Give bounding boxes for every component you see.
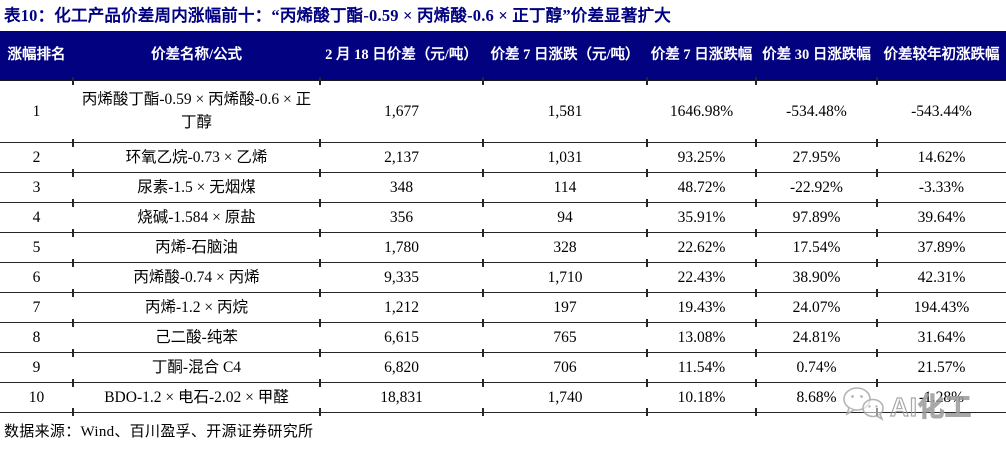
table-row: 5 丙烯-石脑油 1,780 328 22.62% 17.54% 37.89% [0, 228, 1006, 264]
cell-price: 1,677 [319, 76, 483, 144]
cell-name: 丁酮-混合 C4 [72, 348, 320, 384]
cell-pct30: 27.95% [755, 138, 877, 174]
table-row: 6 丙烯酸-0.74 × 丙烯 9,335 1,710 22.43% 38.90… [0, 258, 1006, 294]
cell-rank: 3 [0, 172, 73, 204]
cell-pctytd: 194.43% [876, 288, 1006, 324]
table-row: 3 尿素-1.5 × 无烟煤 348 114 48.72% -22.92% -3… [0, 168, 1006, 204]
cell-pct30: 38.90% [755, 258, 877, 294]
cell-pctytd: 42.31% [876, 258, 1006, 294]
cell-change: 94 [482, 198, 647, 234]
cell-change: 328 [482, 228, 647, 264]
table-row: 8 己二酸-纯苯 6,615 765 13.08% 24.81% 31.64% [0, 318, 1006, 354]
cell-price: 2,137 [319, 138, 483, 174]
cell-pct7: 48.72% [646, 168, 756, 204]
table-row: 7 丙烯-1.2 × 丙烷 1,212 197 19.43% 24.07% 19… [0, 288, 1006, 324]
cell-name: 丙烯酸丁酯-0.59 × 丙烯酸-0.6 × 正丁醇 [72, 76, 320, 144]
cell-name: 丙烯酸-0.74 × 丙烯 [72, 258, 320, 294]
cell-price: 18,831 [319, 378, 483, 416]
cell-name: 丙烯-1.2 × 丙烷 [72, 288, 320, 324]
column-header-pct-7d: 价差 7 日涨跌幅 [647, 30, 756, 82]
cell-price: 1,780 [319, 228, 483, 264]
cell-change: 1,710 [482, 258, 647, 294]
cell-pct7: 93.25% [646, 138, 756, 174]
table-row: 10 BDO-1.2 × 电石-2.02 × 甲醛 18,831 1,740 1… [0, 378, 1006, 416]
cell-name: BDO-1.2 × 电石-2.02 × 甲醛 [72, 378, 320, 416]
cell-rank: 4 [0, 202, 73, 234]
cell-pctytd: 21.57% [876, 348, 1006, 384]
cell-rank: 7 [0, 292, 73, 324]
cell-rank: 9 [0, 352, 73, 384]
cell-pct30: 0.74% [755, 348, 877, 384]
column-header-change-7d: 价差 7 日涨跌（元/吨） [483, 30, 647, 82]
cell-rank: 2 [0, 142, 73, 174]
column-header-pct-30d: 价差 30 日涨跌幅 [756, 30, 877, 82]
cell-pct30: 97.89% [755, 198, 877, 234]
cell-pct7: 10.18% [646, 378, 756, 416]
cell-change: 1,031 [482, 138, 647, 174]
cell-name: 己二酸-纯苯 [72, 318, 320, 354]
cell-rank: 5 [0, 232, 73, 264]
cell-pctytd: 14.62% [876, 138, 1006, 174]
cell-pct7: 1646.98% [646, 76, 756, 144]
cell-price: 6,615 [319, 318, 483, 354]
price-spread-table: 涨幅排名 价差名称/公式 2 月 18 日价差（元/吨） 价差 7 日涨跌（元/… [0, 30, 1006, 416]
cell-change: 1,740 [482, 378, 647, 416]
cell-price: 9,335 [319, 258, 483, 294]
cell-change: 114 [482, 168, 647, 204]
cell-pct30: -534.48% [755, 76, 877, 144]
cell-name: 烧碱-1.584 × 原盐 [72, 198, 320, 234]
cell-pct30: -22.92% [755, 168, 877, 204]
cell-name: 丙烯-石脑油 [72, 228, 320, 264]
cell-change: 197 [482, 288, 647, 324]
cell-price: 6,820 [319, 348, 483, 384]
cell-price: 348 [319, 168, 483, 204]
cell-pct7: 13.08% [646, 318, 756, 354]
cell-pctytd: -543.44% [876, 76, 1006, 144]
column-header-rank: 涨幅排名 [0, 30, 73, 82]
column-header-name: 价差名称/公式 [73, 30, 320, 82]
cell-pct7: 22.43% [646, 258, 756, 294]
cell-pctytd: -1.28% [876, 378, 1006, 416]
table-title: 表10：化工产品价差周内涨幅前十：“丙烯酸丁酯-0.59 × 丙烯酸-0.6 ×… [4, 6, 671, 25]
cell-pct30: 8.68% [755, 378, 877, 416]
cell-pctytd: -3.33% [876, 168, 1006, 204]
cell-pctytd: 37.89% [876, 228, 1006, 264]
cell-pct7: 22.62% [646, 228, 756, 264]
cell-name: 尿素-1.5 × 无烟煤 [72, 168, 320, 204]
source-note: 数据来源：Wind、百川盈孚、开源证券研究所 [4, 424, 314, 441]
table-row: 9 丁酮-混合 C4 6,820 706 11.54% 0.74% 21.57% [0, 348, 1006, 384]
column-header-price-feb18: 2 月 18 日价差（元/吨） [320, 30, 483, 82]
cell-pct30: 24.07% [755, 288, 877, 324]
cell-pct30: 24.81% [755, 318, 877, 354]
cell-price: 1,212 [319, 288, 483, 324]
cell-change: 765 [482, 318, 647, 354]
cell-rank: 1 [0, 80, 73, 144]
cell-rank: 10 [0, 382, 73, 414]
table-row: 1 丙烯酸丁酯-0.59 × 丙烯酸-0.6 × 正丁醇 1,677 1,581… [0, 76, 1006, 144]
cell-price: 356 [319, 198, 483, 234]
cell-pct7: 35.91% [646, 198, 756, 234]
header-row: 涨幅排名 价差名称/公式 2 月 18 日价差（元/吨） 价差 7 日涨跌（元/… [0, 30, 1006, 82]
column-header-pct-ytd: 价差较年初涨跌幅 [877, 30, 1006, 82]
cell-rank: 6 [0, 262, 73, 294]
cell-pctytd: 39.64% [876, 198, 1006, 234]
table-row: 4 烧碱-1.584 × 原盐 356 94 35.91% 97.89% 39.… [0, 198, 1006, 234]
cell-name: 环氧乙烷-0.73 × 乙烯 [72, 138, 320, 174]
table-row: 2 环氧乙烷-0.73 × 乙烯 2,137 1,031 93.25% 27.9… [0, 138, 1006, 174]
cell-pct7: 11.54% [646, 348, 756, 384]
cell-pctytd: 31.64% [876, 318, 1006, 354]
cell-pct30: 17.54% [755, 228, 877, 264]
cell-rank: 8 [0, 322, 73, 354]
cell-pct7: 19.43% [646, 288, 756, 324]
cell-change: 706 [482, 348, 647, 384]
cell-change: 1,581 [482, 76, 647, 144]
